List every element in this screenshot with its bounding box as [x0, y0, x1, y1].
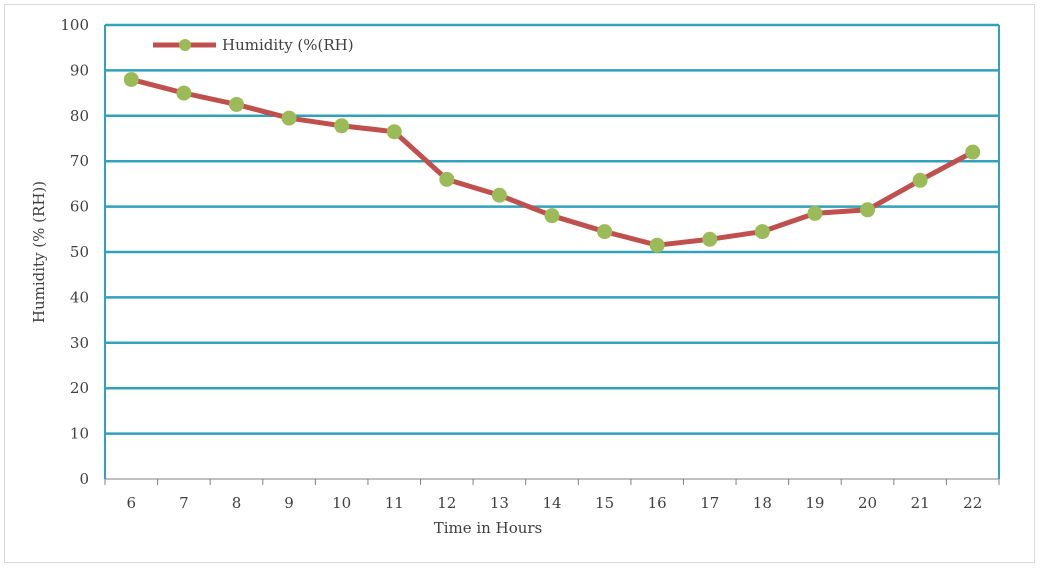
data-point	[123, 71, 139, 87]
x-axis-label: Time in Hours	[434, 519, 543, 537]
x-tick-label: 16	[648, 494, 667, 512]
data-point	[807, 205, 823, 221]
chart-frame	[4, 4, 1035, 563]
x-tick-label: 20	[858, 494, 877, 512]
x-tick-labels: 6 7 8 9 10 11 12 13 14 15 16 17 18 19 20 21 22	[127, 494, 983, 512]
legend: Humidity (%(RH)	[153, 36, 354, 54]
gridlines	[105, 23, 999, 435]
x-tick-label: 12	[437, 494, 456, 512]
data-point	[439, 171, 455, 187]
y-tick-label: 40	[70, 288, 89, 306]
x-tick-label: 22	[963, 494, 982, 512]
y-tick-label: 80	[70, 107, 89, 125]
y-tick-label: 30	[70, 334, 89, 352]
x-tick-label: 14	[542, 494, 561, 512]
x-tick-label: 9	[284, 494, 294, 512]
data-point	[754, 224, 770, 240]
x-tick-label: 7	[179, 494, 189, 512]
data-point	[597, 224, 613, 240]
data-point	[491, 187, 507, 203]
y-tick-label: 50	[70, 243, 89, 261]
data-point	[281, 110, 297, 126]
x-tick-label: 18	[753, 494, 772, 512]
x-tick-label: 19	[805, 494, 824, 512]
data-point	[912, 172, 928, 188]
data-point	[176, 85, 192, 101]
x-tick-label: 21	[911, 494, 930, 512]
data-point	[544, 208, 560, 224]
x-tick-label: 6	[127, 494, 137, 512]
axes	[104, 25, 1000, 485]
y-tick-label: 70	[70, 152, 89, 170]
y-axis-label: Humidity (% (RH))	[30, 181, 48, 323]
legend-marker-swatch	[179, 39, 191, 51]
x-tick-label: 15	[595, 494, 614, 512]
y-tick-label: 0	[79, 470, 89, 488]
x-tick-label: 13	[490, 494, 509, 512]
data-point	[386, 124, 402, 140]
data-point	[702, 231, 718, 247]
y-tick-label: 60	[70, 198, 89, 216]
x-tick-label: 11	[385, 494, 404, 512]
x-tick-label: 8	[232, 494, 242, 512]
y-tick-labels: 0 10 20 30 40 50 60 70 80 90 100	[60, 16, 89, 488]
data-point	[649, 237, 665, 253]
data-point	[334, 118, 350, 134]
y-tick-label: 90	[70, 61, 89, 79]
x-tick-label: 17	[700, 494, 719, 512]
data-point	[860, 202, 876, 218]
y-tick-label: 10	[70, 425, 89, 443]
y-tick-label: 20	[70, 379, 89, 397]
data-series	[123, 71, 981, 253]
x-tick-label: 10	[332, 494, 351, 512]
legend-label: Humidity (%(RH)	[222, 36, 354, 54]
y-tick-label: 100	[60, 16, 89, 34]
data-point	[965, 144, 981, 160]
data-point	[228, 96, 244, 112]
